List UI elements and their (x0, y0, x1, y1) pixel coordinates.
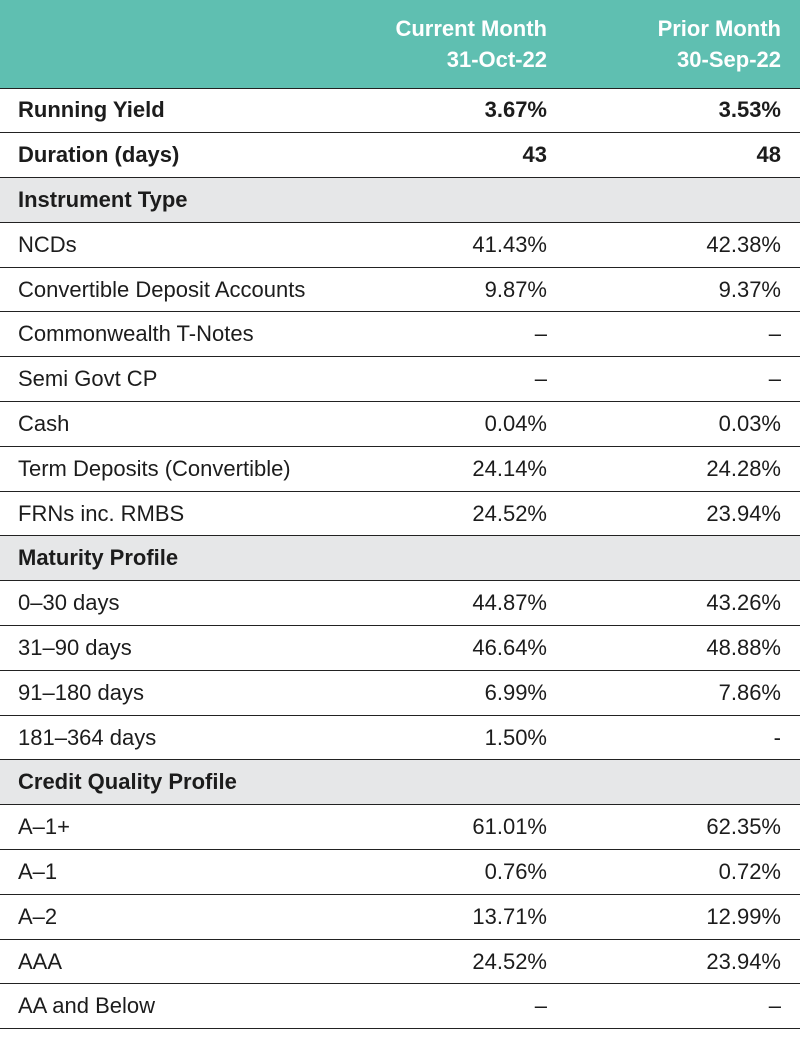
current-month-date: 31-Oct-22 (446, 46, 547, 72)
prior-value: 48.88% (550, 625, 800, 671)
section-header-credit-quality-profile: Credit Quality Profile (0, 759, 800, 806)
table-row: NCDs 41.43% 42.38% (0, 222, 800, 268)
section-title: Maturity Profile (0, 535, 800, 582)
row-label: Semi Govt CP (0, 356, 366, 403)
current-value: 46.64% (366, 625, 550, 671)
prior-value: 12.99% (550, 894, 800, 940)
row-label: 181–364 days (0, 715, 366, 761)
current-value: 61.01% (366, 804, 550, 851)
current-month-header: Current Month 31-Oct-22 (366, 0, 550, 89)
section-title: Credit Quality Profile (0, 759, 800, 806)
current-value: – (366, 356, 550, 403)
current-value: – (366, 311, 550, 358)
row-label: Cash (0, 401, 366, 447)
prior-value: 23.94% (550, 939, 800, 985)
current-value: – (366, 983, 550, 1030)
table-row: Term Deposits (Convertible) 24.14% 24.28… (0, 446, 800, 492)
current-value: 43 (366, 132, 550, 179)
prior-value: - (550, 715, 800, 761)
current-value: 13.71% (366, 894, 550, 940)
table-row-duration: Duration (days) 43 48 (0, 132, 800, 179)
current-value: 1.50% (366, 715, 550, 761)
section-header-instrument-type: Instrument Type (0, 177, 800, 223)
row-label: Term Deposits (Convertible) (0, 446, 366, 492)
table-row: AA and Below – – (0, 983, 800, 1030)
row-label: A–2 (0, 894, 366, 940)
current-value: 41.43% (366, 222, 550, 268)
table-row: 0–30 days 44.87% 43.26% (0, 580, 800, 627)
prior-month-date: 30-Sep-22 (677, 46, 781, 72)
prior-value: 9.37% (550, 267, 800, 313)
section-title: Instrument Type (0, 177, 800, 223)
row-label: 91–180 days (0, 670, 366, 716)
current-value: 9.87% (366, 267, 550, 313)
table-row: A–2 13.71% 12.99% (0, 894, 800, 940)
current-value: 24.52% (366, 939, 550, 985)
current-value: 0.76% (366, 849, 550, 895)
prior-value: 7.86% (550, 670, 800, 716)
current-value: 3.67% (366, 88, 550, 134)
current-value: 24.52% (366, 491, 550, 537)
row-label: Duration (days) (0, 132, 366, 179)
table-row: 181–364 days 1.50% - (0, 715, 800, 761)
row-label: AA and Below (0, 983, 366, 1030)
header-row: Current Month 31-Oct-22 Prior Month 30-S… (0, 0, 800, 89)
prior-value: 0.03% (550, 401, 800, 447)
row-label: 31–90 days (0, 625, 366, 671)
portfolio-table: Current Month 31-Oct-22 Prior Month 30-S… (0, 0, 800, 1030)
table-row: Semi Govt CP – – (0, 356, 800, 403)
current-value: 24.14% (366, 446, 550, 492)
table-row: FRNs inc. RMBS 24.52% 23.94% (0, 491, 800, 537)
row-label: AAA (0, 939, 366, 985)
prior-month-label: Prior Month (657, 15, 781, 41)
prior-value: 3.53% (550, 88, 800, 134)
current-value: 44.87% (366, 580, 550, 627)
header-blank-cell (0, 0, 366, 89)
table-row: A–1+ 61.01% 62.35% (0, 804, 800, 851)
row-label: NCDs (0, 222, 366, 268)
row-label: 0–30 days (0, 580, 366, 627)
prior-value: 43.26% (550, 580, 800, 627)
current-value: 0.04% (366, 401, 550, 447)
prior-value: – (550, 983, 800, 1030)
prior-value: 24.28% (550, 446, 800, 492)
table-row: Convertible Deposit Accounts 9.87% 9.37% (0, 267, 800, 313)
row-label: A–1+ (0, 804, 366, 851)
prior-value: 48 (550, 132, 800, 179)
prior-value: – (550, 356, 800, 403)
table-row: 31–90 days 46.64% 48.88% (0, 625, 800, 671)
prior-value: 23.94% (550, 491, 800, 537)
row-label: Running Yield (0, 88, 366, 134)
table-row: AAA 24.52% 23.94% (0, 939, 800, 985)
prior-value: 0.72% (550, 849, 800, 895)
table-row: Commonwealth T-Notes – – (0, 311, 800, 358)
table-row: A–1 0.76% 0.72% (0, 849, 800, 895)
prior-value: 42.38% (550, 222, 800, 268)
row-label: FRNs inc. RMBS (0, 491, 366, 537)
table-header: Current Month 31-Oct-22 Prior Month 30-S… (0, 0, 800, 89)
table-body: Running Yield 3.67% 3.53% Duration (days… (0, 88, 800, 1030)
table-row: Cash 0.04% 0.03% (0, 401, 800, 447)
section-header-maturity-profile: Maturity Profile (0, 535, 800, 582)
table-row-running-yield: Running Yield 3.67% 3.53% (0, 88, 800, 134)
prior-month-header: Prior Month 30-Sep-22 (550, 0, 800, 89)
current-month-label: Current Month (395, 15, 547, 41)
row-label: Commonwealth T-Notes (0, 311, 366, 358)
row-label: Convertible Deposit Accounts (0, 267, 366, 313)
table-row: 91–180 days 6.99% 7.86% (0, 670, 800, 716)
prior-value: 62.35% (550, 804, 800, 851)
current-value: 6.99% (366, 670, 550, 716)
prior-value: – (550, 311, 800, 358)
row-label: A–1 (0, 849, 366, 895)
